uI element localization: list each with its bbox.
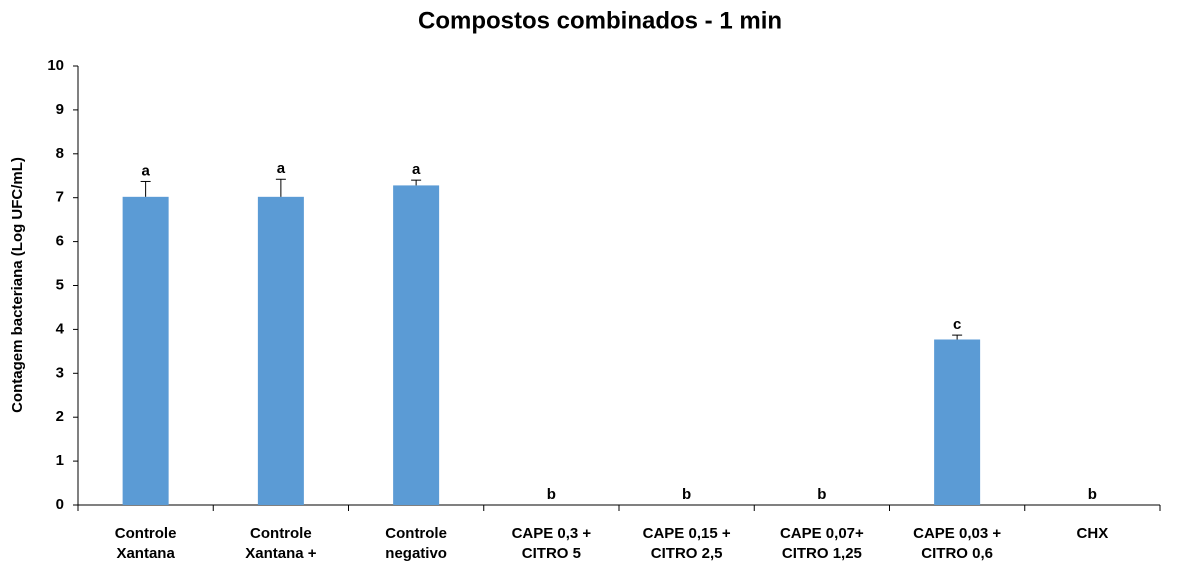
y-tick-label: 4	[56, 320, 65, 337]
x-tick-label: CHX	[1077, 525, 1109, 542]
x-tick-label: CITRO 5	[522, 545, 581, 562]
x-tick-label: Controle	[385, 525, 447, 542]
y-tick-label: 9	[56, 101, 64, 118]
group-label: c	[953, 316, 961, 333]
group-label: b	[817, 486, 826, 503]
bar	[257, 196, 304, 505]
x-tick-label: negativo	[385, 545, 447, 562]
group-label: a	[412, 161, 421, 178]
chart-title: Compostos combinados - 1 min	[418, 7, 782, 34]
bar	[122, 196, 169, 505]
y-tick-label: 5	[56, 276, 64, 293]
x-tick-label: CAPE 0,15 +	[643, 525, 731, 542]
y-tick-label: 3	[56, 364, 64, 381]
x-tick-label: Xantana +	[245, 545, 317, 562]
x-tick-label: Controle	[250, 525, 312, 542]
y-tick-label: 6	[56, 233, 64, 250]
bar	[934, 339, 981, 505]
group-label: a	[277, 160, 286, 177]
x-tick-label: CITRO 2,5	[651, 545, 723, 562]
x-tick-label: Controle	[115, 525, 177, 542]
group-label: b	[1088, 486, 1097, 503]
group-label: b	[682, 486, 691, 503]
x-tick-label: CITRO 1,25	[782, 545, 862, 562]
group-label: a	[141, 162, 150, 179]
x-tick-label: CAPE 0,07+	[780, 525, 864, 542]
bar	[393, 185, 440, 505]
y-tick-label: 1	[56, 452, 64, 469]
y-tick-label: 0	[56, 496, 64, 513]
group-label: b	[547, 486, 556, 503]
x-tick-label: CAPE 0,3 +	[512, 525, 592, 542]
y-tick-label: 2	[56, 408, 64, 425]
x-tick-label: CAPE 0,03 +	[913, 525, 1001, 542]
x-tick-label: Xantana	[116, 545, 175, 562]
y-tick-label: 10	[47, 57, 64, 74]
y-axis-title: Contagem bacteriana (Log UFC/mL)	[9, 157, 26, 413]
x-tick-label: CITRO 0,6	[921, 545, 993, 562]
y-tick-label: 7	[56, 189, 64, 206]
y-tick-label: 8	[56, 145, 64, 162]
